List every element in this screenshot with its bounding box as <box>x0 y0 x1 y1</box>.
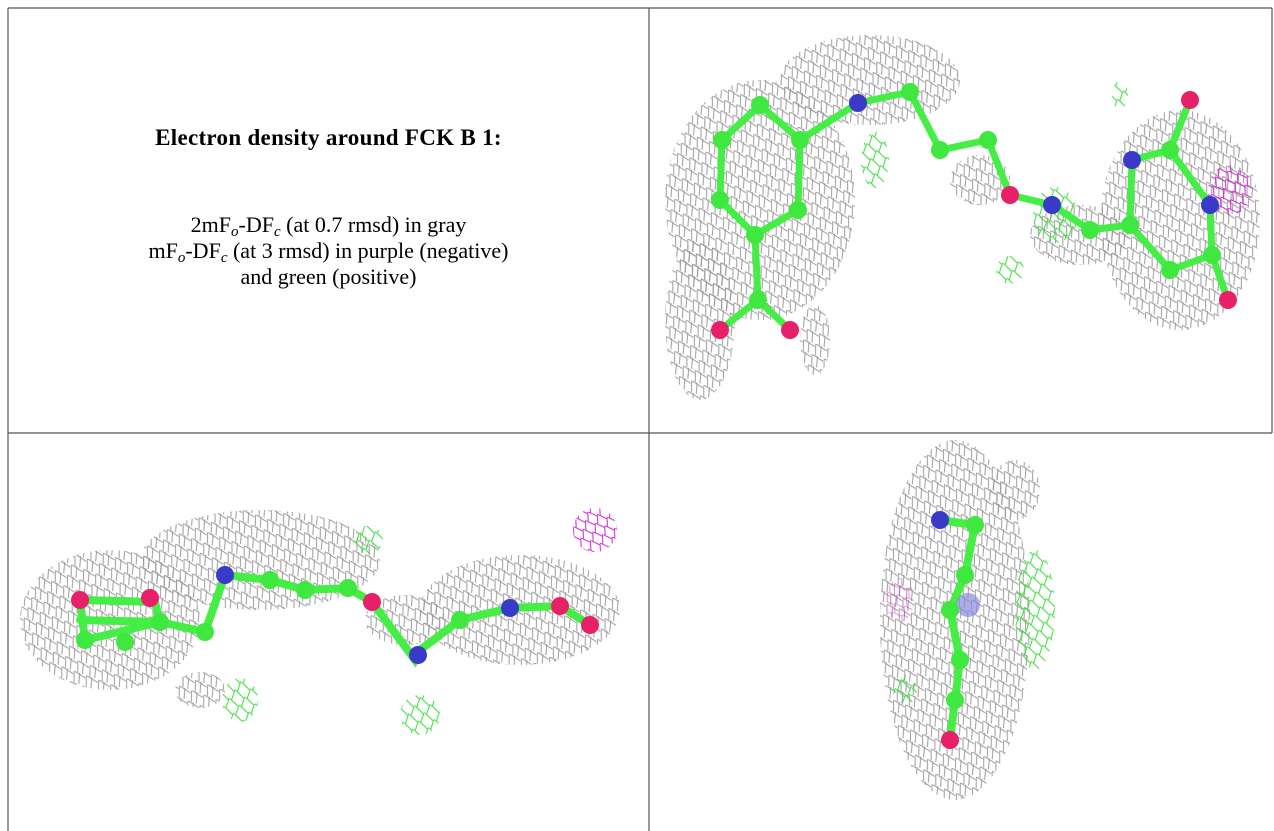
atom <box>76 631 94 649</box>
atom <box>1001 186 1019 204</box>
caption-line: 2mFo-DFc (at 0.7 rmsd) in gray <box>9 212 648 238</box>
atom <box>749 291 767 309</box>
mesh <box>780 35 960 125</box>
atom <box>1161 141 1179 159</box>
atom <box>141 589 159 607</box>
mesh-positive <box>1112 81 1128 109</box>
atom <box>951 651 969 669</box>
mesh-positive <box>1015 550 1055 670</box>
text: (at 0.7 rmsd) in gray <box>281 212 467 237</box>
atom <box>501 599 519 617</box>
caption-line: and green (positive) <box>9 264 648 290</box>
atom <box>746 226 764 244</box>
text: mF <box>149 238 178 263</box>
mesh <box>800 305 830 375</box>
density-view-end <box>880 440 1055 800</box>
atom <box>339 579 357 597</box>
text: (at 3 rmsd) in purple (negative) <box>227 238 508 263</box>
atom <box>979 131 997 149</box>
density-view-top <box>665 35 1260 400</box>
density-view-side <box>20 508 620 735</box>
mesh-positive <box>400 695 440 735</box>
atom <box>789 201 807 219</box>
atom <box>931 511 949 529</box>
mesh <box>665 240 735 400</box>
mesh-positive <box>861 132 889 188</box>
atom <box>901 83 919 101</box>
mesh-positive <box>353 526 383 554</box>
atom <box>1201 196 1219 214</box>
caption: Electron density around FCK B 1: 2mFo-DF… <box>9 9 648 432</box>
atom <box>751 96 769 114</box>
text: -DF <box>239 212 274 237</box>
mesh-positive <box>893 675 917 705</box>
atom <box>1219 291 1237 309</box>
caption-title: Electron density around FCK B 1: <box>9 125 648 151</box>
atom <box>941 601 959 619</box>
caption-body: 2mFo-DFc (at 0.7 rmsd) in gray mFo-DFc (… <box>9 212 648 290</box>
atom <box>116 633 134 651</box>
atom <box>1203 246 1221 264</box>
mesh-positive <box>996 256 1024 284</box>
atom <box>713 131 731 149</box>
mesh-negative <box>573 508 617 552</box>
atom <box>956 593 980 617</box>
atom <box>363 593 381 611</box>
atom <box>409 646 427 664</box>
atom <box>1161 261 1179 279</box>
atom <box>781 321 799 339</box>
atom <box>1081 221 1099 239</box>
page: Electron density around FCK B 1: 2mFo-DF… <box>0 0 1274 831</box>
mesh <box>175 672 225 708</box>
atom <box>196 623 214 641</box>
atom <box>966 516 984 534</box>
atom <box>151 613 169 631</box>
atom <box>711 321 729 339</box>
atom <box>711 191 729 209</box>
atom <box>956 566 974 584</box>
text: 2mF <box>191 212 231 237</box>
atom <box>931 141 949 159</box>
text: -DF <box>185 238 220 263</box>
atom <box>216 566 234 584</box>
atom <box>1121 216 1139 234</box>
atom <box>1043 196 1061 214</box>
atom <box>946 691 964 709</box>
atom <box>296 581 314 599</box>
atom <box>849 94 867 112</box>
atom <box>581 616 599 634</box>
atom <box>791 131 809 149</box>
atom <box>71 591 89 609</box>
atom <box>551 597 569 615</box>
mesh <box>990 460 1040 520</box>
caption-line: mFo-DFc (at 3 rmsd) in purple (negative) <box>9 238 648 264</box>
atom <box>451 611 469 629</box>
atom <box>941 731 959 749</box>
atom <box>261 571 279 589</box>
atom <box>1123 151 1141 169</box>
mesh-positive <box>222 678 258 722</box>
mesh-negative <box>886 578 914 622</box>
atom <box>1181 91 1199 109</box>
